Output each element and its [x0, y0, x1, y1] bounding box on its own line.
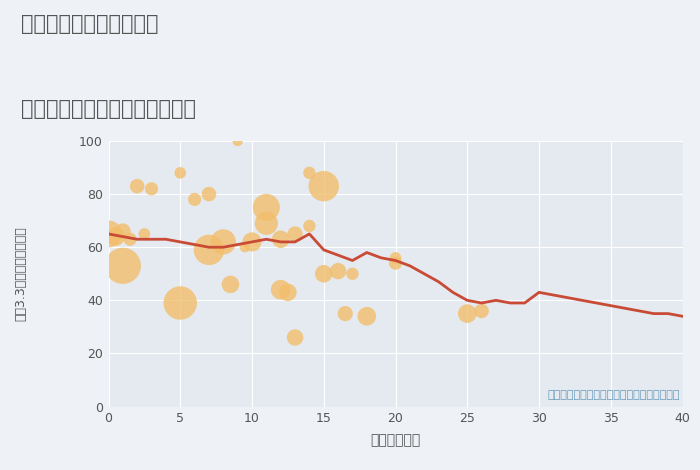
Text: 円の大きさは、取引のあった物件面積を示す: 円の大きさは、取引のあった物件面積を示す — [547, 390, 680, 400]
Point — [117, 262, 129, 270]
Point — [189, 196, 200, 203]
Point — [476, 307, 487, 315]
Point — [117, 227, 129, 235]
Point — [332, 267, 344, 275]
Point — [175, 299, 186, 307]
Point — [304, 222, 315, 230]
Point — [225, 281, 236, 288]
Point — [260, 204, 272, 211]
Point — [282, 289, 293, 296]
X-axis label: 築年数（年）: 築年数（年） — [370, 433, 421, 447]
Text: 築年数別中古マンション坪単価: 築年数別中古マンション坪単価 — [21, 99, 196, 119]
Text: 三重県松阪市嬉野小村町: 三重県松阪市嬉野小村町 — [21, 14, 158, 34]
Point — [146, 185, 158, 193]
Point — [347, 270, 358, 277]
Point — [318, 182, 330, 190]
Point — [232, 137, 244, 145]
Point — [204, 246, 215, 254]
Point — [390, 254, 401, 262]
Point — [239, 243, 251, 251]
Point — [462, 310, 473, 317]
Point — [139, 230, 150, 238]
Point — [218, 238, 229, 246]
Point — [260, 219, 272, 227]
Point — [340, 310, 351, 317]
Point — [175, 169, 186, 177]
Point — [290, 230, 301, 238]
Point — [361, 313, 372, 320]
Point — [318, 270, 330, 277]
Point — [103, 230, 114, 238]
Point — [275, 235, 286, 243]
Point — [290, 334, 301, 341]
Point — [390, 259, 401, 267]
Point — [246, 238, 258, 246]
Point — [110, 233, 121, 240]
Point — [304, 169, 315, 177]
Text: 坪（3.3㎡）単価（万円）: 坪（3.3㎡）単価（万円） — [15, 227, 27, 321]
Point — [204, 190, 215, 198]
Point — [275, 286, 286, 293]
Point — [125, 235, 136, 243]
Point — [132, 182, 143, 190]
